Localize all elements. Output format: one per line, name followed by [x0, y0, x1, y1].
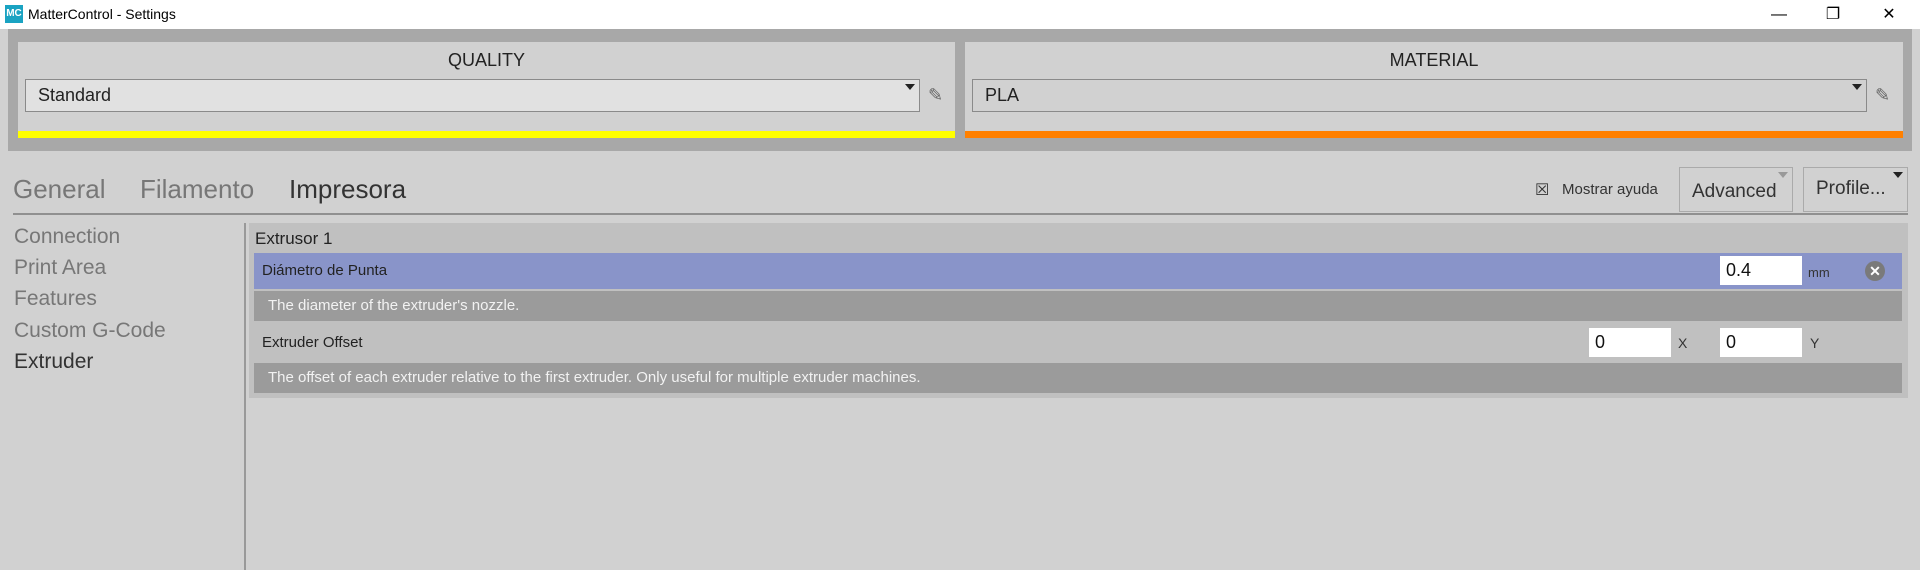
profile-label: Profile...	[1816, 178, 1886, 199]
sidebar-item-features[interactable]: Features	[14, 287, 97, 310]
profile-button[interactable]: Profile...	[1803, 167, 1908, 212]
edit-material-pencil-icon[interactable]: ✎	[1875, 85, 1891, 105]
offset-description: The offset of each extruder relative to …	[254, 363, 1902, 393]
app-logo-icon: MC	[5, 5, 23, 23]
material-dropdown[interactable]: PLA	[972, 79, 1867, 112]
extruder-offset-label: Extruder Offset	[262, 334, 363, 351]
material-value: PLA	[985, 85, 1020, 105]
sidebar-item-print-area[interactable]: Print Area	[14, 256, 107, 279]
extruder-offset-row: Extruder Offset	[254, 323, 1902, 361]
sidebar-item-extruder[interactable]: Extruder	[14, 350, 94, 373]
close-window-button[interactable]: ✕	[1882, 6, 1896, 23]
chevron-down-icon	[1778, 172, 1788, 178]
nozzle-diameter-row: Diámetro de Punta	[254, 253, 1902, 289]
offset-x-unit: X	[1678, 335, 1688, 351]
quality-color-bar	[18, 131, 955, 138]
chevron-down-icon	[1852, 84, 1862, 90]
edit-quality-pencil-icon[interactable]: ✎	[928, 85, 944, 105]
sidebar-item-connection[interactable]: Connection	[14, 225, 121, 248]
material-title: MATERIAL	[1389, 50, 1479, 70]
chevron-down-icon	[1893, 172, 1903, 178]
chevron-down-icon	[905, 84, 915, 90]
material-panel: MATERIAL PLA ✎	[965, 42, 1903, 138]
advanced-button[interactable]: Advanced	[1679, 167, 1793, 212]
window-title: MatterControl - Settings	[28, 6, 176, 22]
minimize-button[interactable]: —	[1771, 6, 1787, 23]
nozzle-diameter-label: Diámetro de Punta	[262, 262, 388, 279]
clear-override-icon[interactable]: ✕	[1865, 261, 1885, 281]
nozzle-unit: mm	[1808, 265, 1830, 280]
tabs-divider	[13, 213, 1908, 215]
offset-y-input[interactable]: 0	[1720, 328, 1802, 357]
material-color-bar	[965, 131, 1903, 138]
quality-value: Standard	[38, 85, 112, 105]
offset-x-input[interactable]: 0	[1589, 328, 1671, 357]
offset-y-unit: Y	[1810, 335, 1820, 351]
quality-dropdown[interactable]: Standard	[25, 79, 920, 112]
advanced-label: Advanced	[1692, 181, 1777, 202]
show-help-label: Mostrar ayuda	[1562, 181, 1658, 198]
group-title: Extrusor 1	[255, 229, 333, 248]
nozzle-diameter-input[interactable]: 0.4	[1720, 256, 1802, 285]
maximize-button[interactable]: ❐	[1825, 6, 1841, 23]
show-help-checkbox[interactable]: ☒	[1535, 182, 1550, 199]
sidebar-item-custom-gcode[interactable]: Custom G-Code	[14, 319, 166, 342]
title-bar: MC MatterControl - Settings — ❐ ✕	[0, 0, 1920, 29]
quality-title: QUALITY	[447, 50, 526, 70]
tab-general[interactable]: General	[13, 174, 106, 204]
tab-filamento[interactable]: Filamento	[140, 174, 255, 204]
nozzle-description: The diameter of the extruder's nozzle.	[254, 291, 1902, 321]
quality-panel: QUALITY Standard ✎	[18, 42, 955, 138]
sidebar-divider	[244, 223, 246, 570]
tab-impresora[interactable]: Impresora	[289, 174, 407, 204]
